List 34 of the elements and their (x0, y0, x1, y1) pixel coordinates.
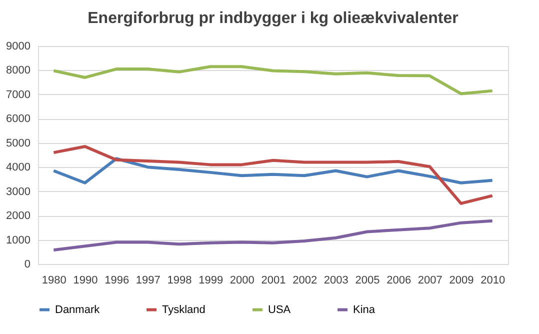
x-tick-label: 1996 (104, 274, 130, 286)
x-tick-label: 1999 (198, 274, 224, 286)
x-tick-label: 1998 (167, 274, 192, 286)
line-series (52, 65, 494, 96)
x-tick-label: 2003 (324, 274, 348, 286)
x-tick-label: 2009 (449, 274, 474, 286)
x-tick-label: 1997 (136, 274, 160, 286)
y-tick-label: 7000 (6, 88, 30, 101)
x-tick-label: 2002 (292, 274, 318, 286)
x-tick-label: 2010 (480, 274, 506, 286)
line-series (52, 145, 494, 205)
x-tick-label: 2006 (386, 274, 412, 286)
x-tick-label: 1980 (42, 274, 66, 286)
y-tick-label: 6000 (6, 113, 30, 126)
legend-label: Danmark (55, 304, 100, 316)
y-tick-label: 4000 (6, 162, 30, 174)
y-tick-label: 2000 (6, 210, 30, 222)
y-tick-label: 1000 (6, 234, 30, 246)
x-tick-label: 2007 (418, 274, 442, 286)
y-tick-label: 9000 (6, 40, 30, 52)
line-series (52, 219, 494, 252)
chart-title: Energiforbrug pr indbygger i kg olieækvivalenter (88, 10, 458, 27)
legend-label: Kina (353, 304, 376, 316)
y-tick-label: 3000 (6, 186, 30, 198)
x-tick-label: 2001 (261, 274, 286, 286)
x-tick-label: 2005 (355, 274, 380, 286)
y-tick-label: 5000 (6, 137, 30, 150)
legend-label: USA (268, 304, 292, 316)
y-tick-label: 0 (24, 258, 30, 270)
line-series (52, 157, 494, 184)
x-tick-label: 1990 (73, 274, 98, 286)
x-tick-label: 2000 (230, 274, 254, 286)
y-tick-label: 8000 (6, 64, 30, 77)
legend-label: Tyskland (162, 304, 206, 316)
